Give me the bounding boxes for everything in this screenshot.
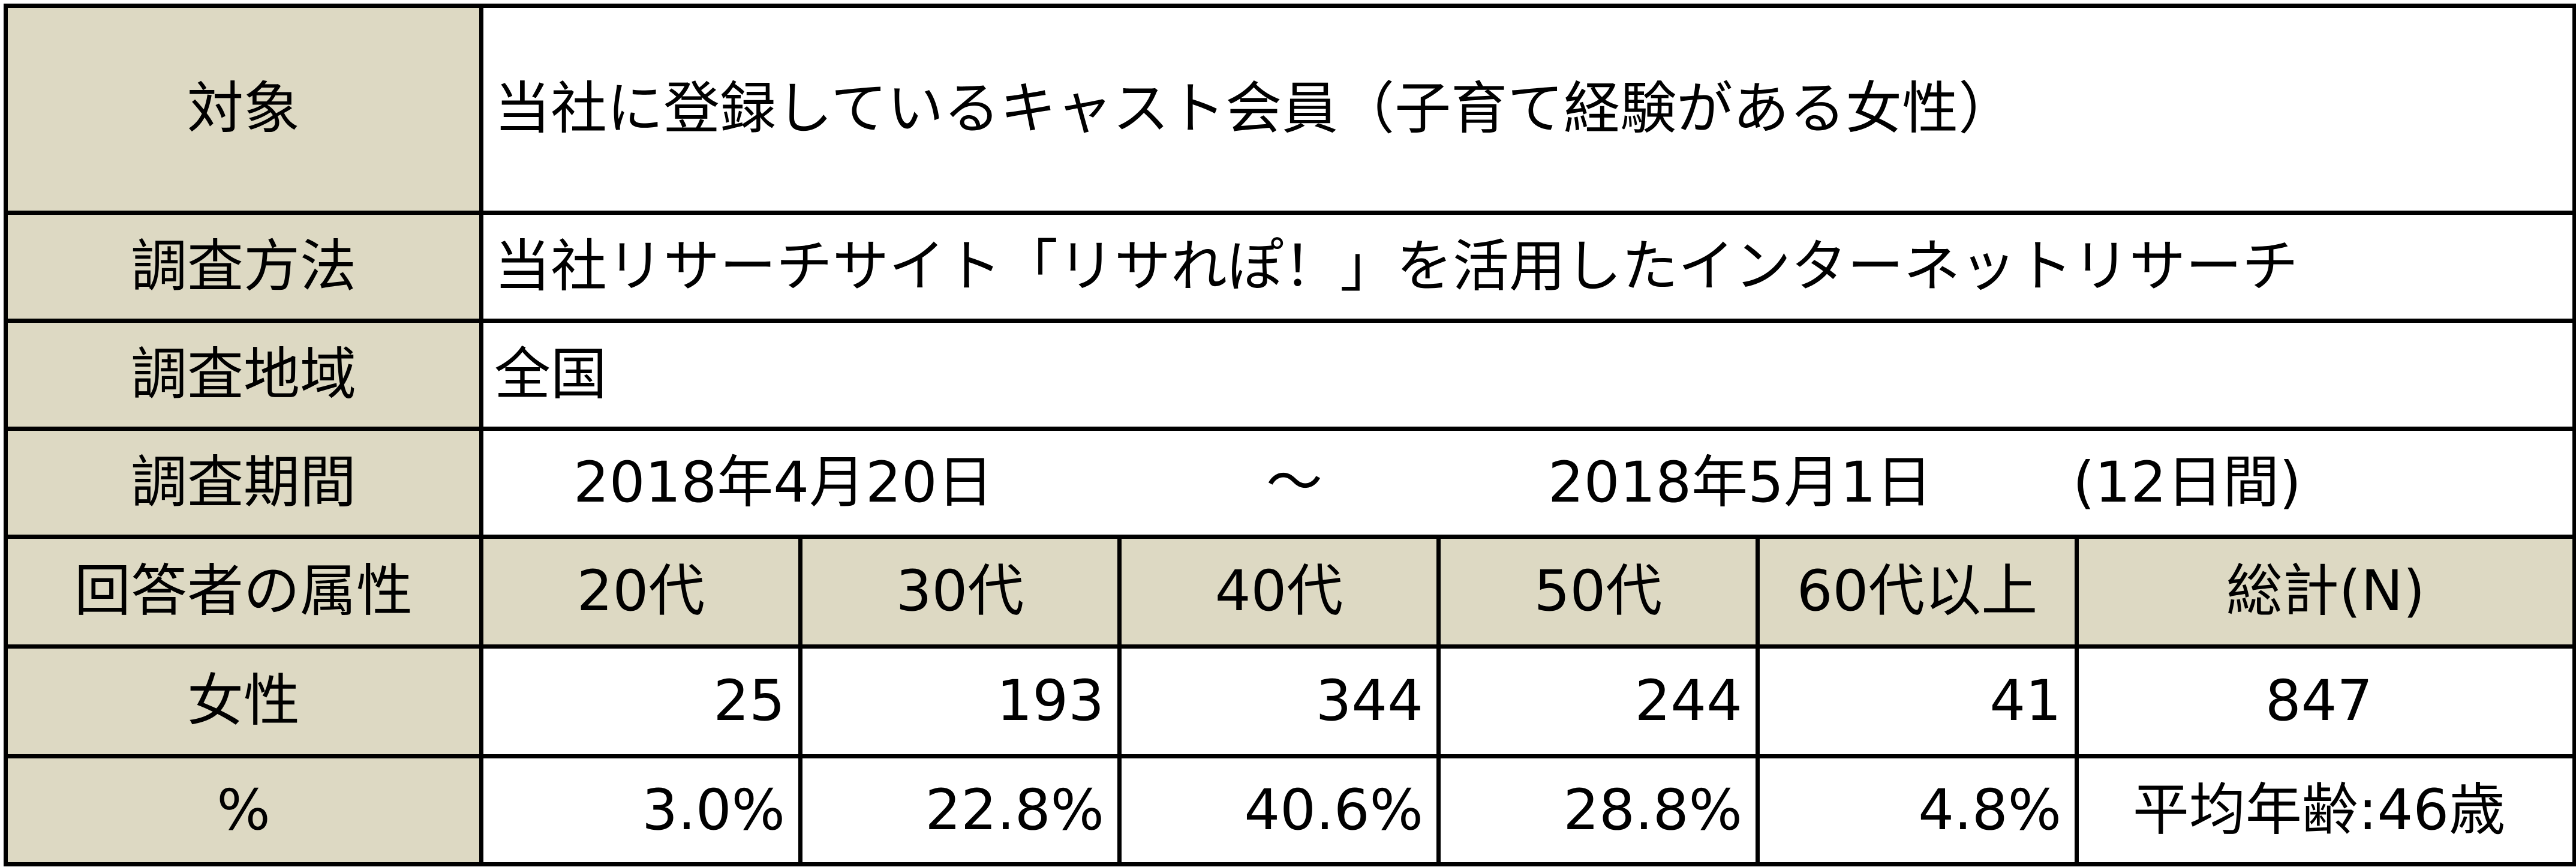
region-label: 調査地域 [4, 319, 483, 431]
region-row: 調査地域 全国 [4, 319, 2576, 431]
period-end-date: 2018年5月1日 [1548, 449, 1932, 515]
column-header-30s: 30代 [798, 535, 1122, 649]
period-separator: ～ [1266, 449, 1323, 515]
survey-overview-table: 対象 当社に登録しているキャスト会員（子育て経験がある女性） 調査方法 当社リサ… [4, 4, 2576, 866]
percent-60s-plus: 4.8% [1756, 754, 2079, 866]
female-count-40s: 344 [1117, 644, 1441, 758]
female-count-total: 847 [2074, 644, 2576, 758]
target-value: 当社に登録しているキャスト会員（子育て経験がある女性） [479, 4, 2576, 215]
percent-20s: 3.0% [479, 754, 802, 866]
column-header-total: 総計(N) [2074, 535, 2576, 649]
column-header-60s-plus: 60代以上 [1756, 535, 2079, 649]
female-count-30s: 193 [798, 644, 1122, 758]
female-count-20s: 25 [479, 644, 802, 758]
period-value-container: 2018年4月20日 ～ 2018年5月1日 (12日間) [486, 433, 2571, 533]
target-label: 対象 [4, 4, 483, 215]
period-row: 調査期間 2018年4月20日 ～ 2018年5月1日 (12日間) [4, 427, 2576, 539]
average-age: 平均年齢:46歳 [2074, 754, 2576, 866]
attribute-header-row: 回答者の属性 20代 30代 40代 50代 60代以上 総計(N) [4, 535, 2576, 649]
period-start-date: 2018年4月20日 [573, 449, 994, 515]
period-label: 調査期間 [4, 427, 483, 539]
percent-label: % [4, 754, 483, 866]
percent-30s: 22.8% [798, 754, 1122, 866]
column-header-50s: 50代 [1436, 535, 1760, 649]
female-count-row: 女性 25 193 344 244 41 847 [4, 644, 2576, 758]
period-value: 2018年4月20日 ～ 2018年5月1日 (12日間) [479, 427, 2576, 539]
column-header-20s: 20代 [479, 535, 802, 649]
percent-40s: 40.6% [1117, 754, 1441, 866]
method-row: 調査方法 当社リサーチサイト「リサれぽ！」を活用したインターネットリサーチ [4, 211, 2576, 323]
column-header-40s: 40代 [1117, 535, 1441, 649]
female-count-50s: 244 [1436, 644, 1760, 758]
period-duration: (12日間) [2073, 449, 2301, 515]
attribute-label: 回答者の属性 [4, 535, 483, 649]
target-row: 対象 当社に登録しているキャスト会員（子育て経験がある女性） [4, 4, 2576, 215]
method-value: 当社リサーチサイト「リサれぽ！」を活用したインターネットリサーチ [479, 211, 2576, 323]
percent-row: % 3.0% 22.8% 40.6% 28.8% 4.8% 平均年齢:46歳 [4, 754, 2576, 866]
method-label: 調査方法 [4, 211, 483, 323]
female-label: 女性 [4, 644, 483, 758]
region-value: 全国 [479, 319, 2576, 431]
percent-50s: 28.8% [1436, 754, 1760, 866]
female-count-60s-plus: 41 [1756, 644, 2079, 758]
